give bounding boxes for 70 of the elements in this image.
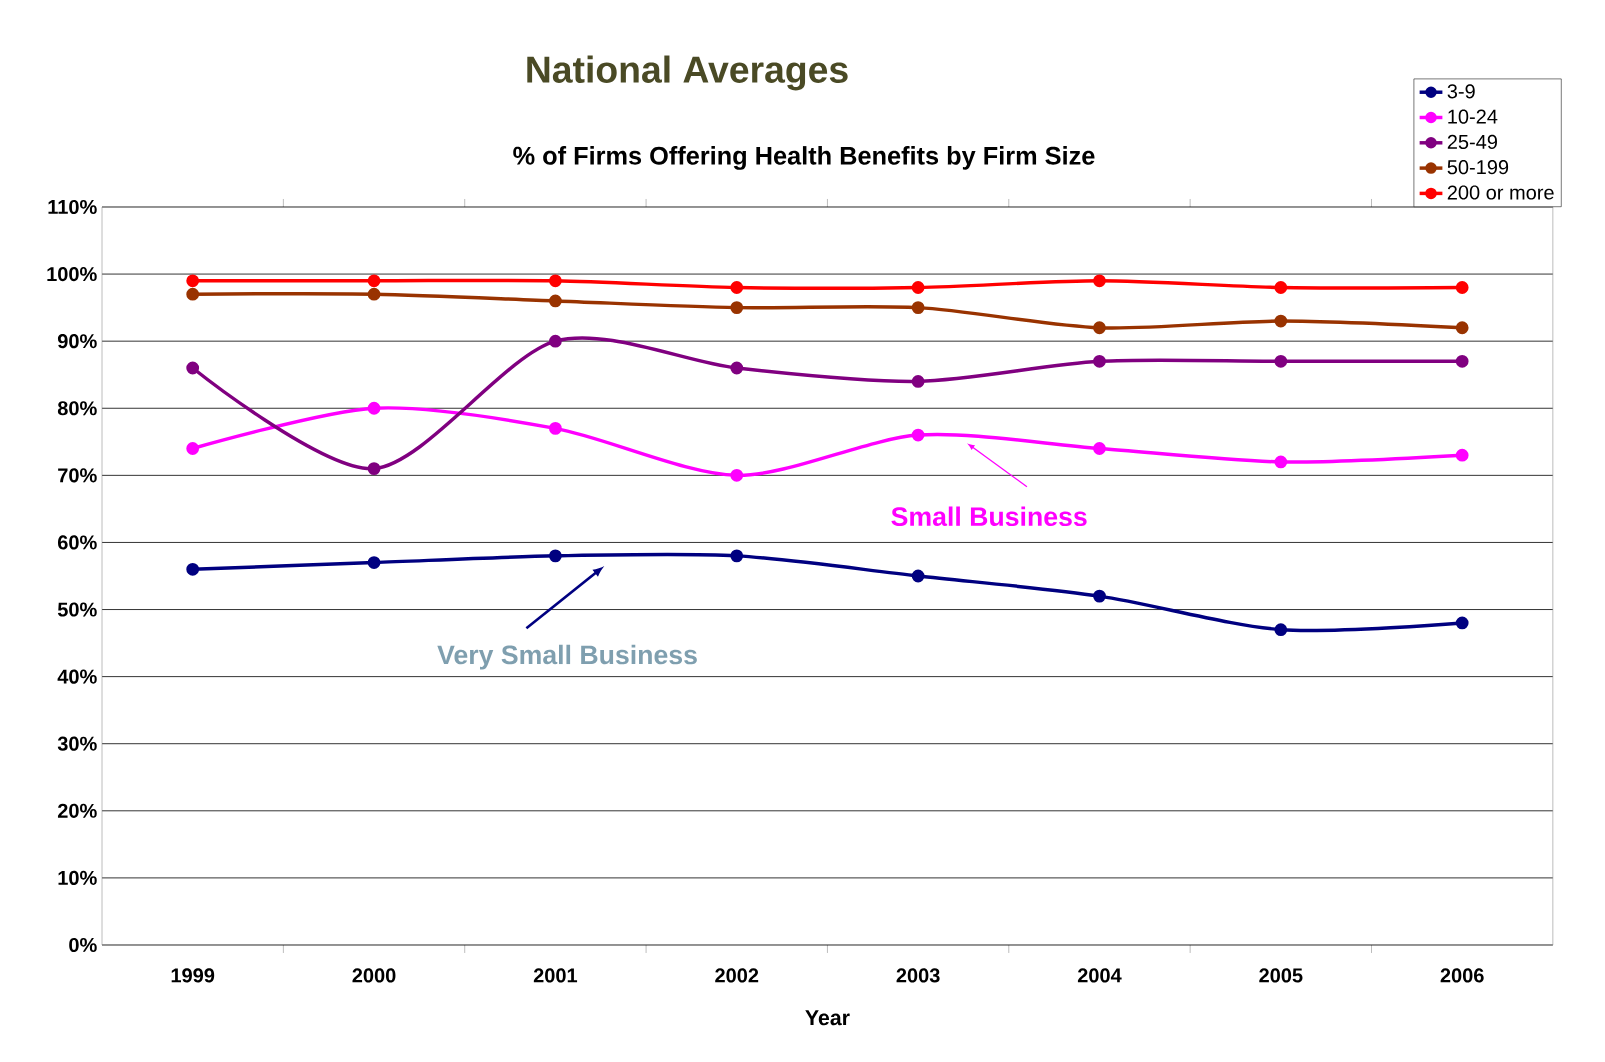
point: [1274, 623, 1288, 637]
chart-subtitle: % of Firms Offering Health Benefits by Firm Size: [513, 146, 1095, 170]
point: [1274, 455, 1288, 469]
point: [367, 274, 381, 288]
point: [1455, 321, 1469, 335]
point: [367, 556, 381, 569]
point: [548, 421, 562, 435]
point: [730, 281, 744, 294]
y-tick-label: 0%: [69, 937, 97, 953]
point: [730, 468, 744, 482]
point: [1274, 281, 1288, 294]
x-tick-label: 2005: [1259, 968, 1303, 983]
legend-label: 200 or more: [1447, 185, 1554, 200]
point: [186, 287, 200, 301]
point: [730, 361, 744, 375]
point: [1455, 448, 1469, 462]
point: [730, 549, 744, 563]
point: [911, 301, 925, 315]
point: [186, 442, 200, 455]
y-tick-label: 70%: [58, 468, 97, 483]
annotation: Very Small Business: [437, 644, 697, 670]
point: [186, 562, 200, 576]
point: [1274, 354, 1288, 368]
point: [1093, 321, 1106, 335]
point: [1093, 354, 1106, 368]
legend-label: 10-24: [1448, 109, 1498, 124]
point: [186, 274, 200, 288]
legend-label: 50-199: [1447, 160, 1509, 175]
y-tick-label: 50%: [57, 602, 97, 617]
x-tick-label: 2002: [715, 968, 759, 983]
point: [730, 301, 744, 315]
point: [911, 428, 925, 442]
point: [548, 274, 562, 288]
chart-title: National Averages: [527, 55, 848, 91]
legend-label: 3-9: [1447, 84, 1475, 99]
x-tick-label: 2004: [1077, 968, 1122, 983]
point: [911, 281, 925, 294]
x-tick-label: 2000: [352, 968, 396, 983]
x-axis-title: Year: [805, 1010, 850, 1026]
y-tick-label: 100%: [47, 266, 97, 282]
point: [1455, 616, 1469, 630]
legend-label: 25-49: [1447, 134, 1497, 149]
point: [367, 401, 381, 415]
y-tick-label: 40%: [57, 669, 97, 684]
point: [548, 294, 562, 308]
point: [911, 569, 925, 583]
point: [1274, 314, 1288, 328]
point: [1455, 354, 1469, 368]
x-tick-label: 1999: [171, 968, 215, 983]
y-tick-label: 10%: [58, 870, 97, 885]
point: [548, 334, 562, 348]
point: [367, 462, 381, 476]
x-tick-label: 2003: [896, 968, 940, 983]
y-tick-label: 90%: [57, 334, 97, 349]
point: [548, 549, 562, 563]
point: [911, 375, 925, 388]
x-tick-label: 2006: [1440, 968, 1484, 983]
point: [186, 361, 200, 375]
x-tick-label: 2001: [533, 968, 578, 983]
y-tick-label: 60%: [58, 535, 97, 550]
annotation: Small Business: [891, 506, 1087, 527]
point: [1093, 274, 1106, 288]
y-tick-label: 80%: [57, 401, 97, 416]
point: [367, 287, 381, 301]
point: [1093, 442, 1106, 455]
point: [1093, 589, 1106, 603]
y-tick-label: 20%: [57, 803, 97, 818]
y-tick-label: 30%: [57, 736, 97, 751]
point: [1455, 281, 1469, 294]
y-tick-label: 110%: [48, 199, 97, 215]
